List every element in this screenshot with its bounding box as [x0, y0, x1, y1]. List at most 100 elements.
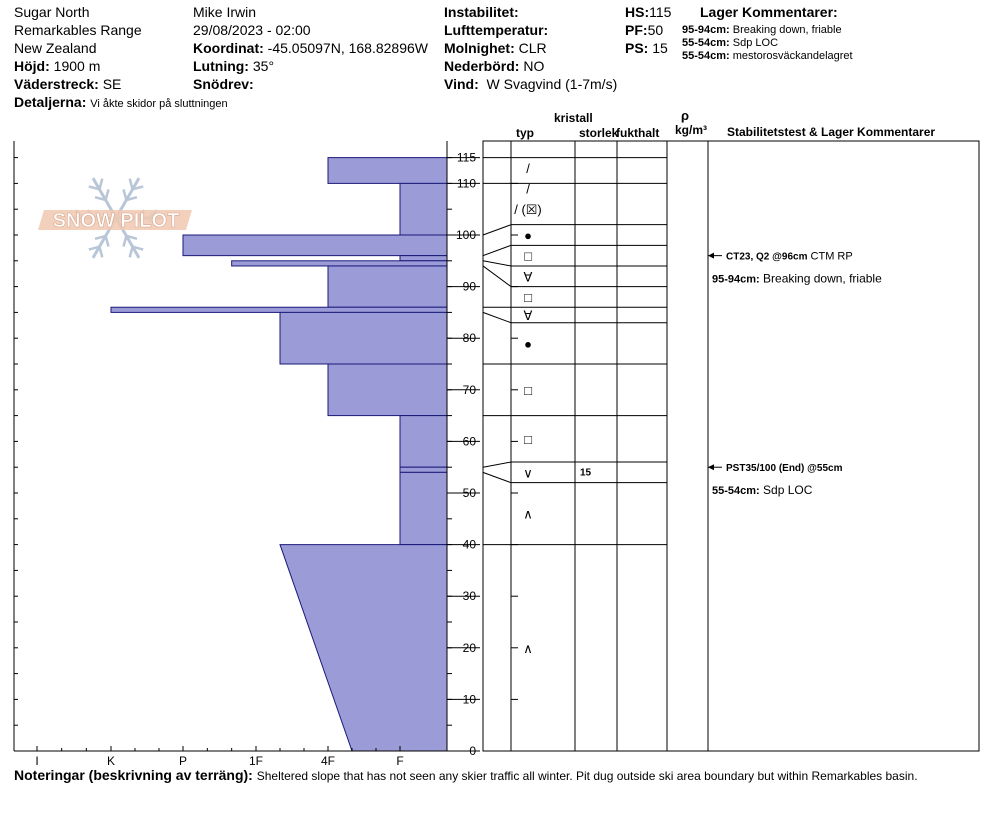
- ps-label: PS:: [625, 40, 649, 56]
- aspect: Väderstreck: SE: [14, 76, 121, 92]
- snowflake-branch: [126, 234, 138, 240]
- depth-tick-label: 80: [463, 331, 477, 345]
- depth-tick-label: 50: [463, 486, 477, 500]
- col-size: storlek: [579, 126, 619, 140]
- layer-comment: 95-94cm: Breaking down, friable: [682, 24, 842, 37]
- depth-tick-label: 20: [463, 641, 477, 655]
- crystal-symbol: ∨: [523, 465, 533, 480]
- crystal-symbol: ∧: [523, 641, 533, 656]
- coordinates: Koordinat: -45.05097N, 168.82896W: [193, 40, 428, 56]
- depth-tick-label: 100: [456, 228, 476, 242]
- notes: Noteringar (beskrivning av terräng): She…: [14, 767, 918, 784]
- precip-value: NO: [523, 58, 545, 74]
- hs: HS:115: [625, 4, 671, 20]
- snowflake-branch: [122, 189, 128, 201]
- col-moisture: fukthalt: [616, 126, 660, 140]
- details: Detaljerna: Vi åkte skidor på sluttninge…: [14, 94, 228, 111]
- hardness-layer: [399, 255, 448, 262]
- crystal-symbol: □: [524, 383, 532, 398]
- details-value: Vi åkte skidor på sluttningen: [90, 98, 228, 110]
- wind-label: Vind:: [444, 76, 479, 92]
- stability: Instabilitet:: [444, 4, 519, 20]
- sky-label: Molnighet:: [444, 40, 515, 56]
- layer-comment-text: mestorosväckandelagret: [732, 50, 853, 62]
- col-rho: ρ: [681, 108, 690, 123]
- hardness-tick-label: K: [107, 754, 115, 768]
- test-label: PST35/100 (End) @55cm: [726, 463, 843, 474]
- snowflake-branch: [132, 185, 144, 191]
- notes-label: Noteringar (beskrivning av terräng):: [14, 767, 253, 783]
- hardness-layer: [399, 182, 448, 236]
- wind-loading-label: Snödrev:: [193, 76, 254, 92]
- snowflake-branch: [94, 234, 106, 240]
- col-stability: Stabilitetstest & Lager Kommentarer: [727, 125, 936, 139]
- logo-text: SNOW PILOT: [53, 210, 180, 232]
- crystal-symbol: /: [526, 161, 530, 176]
- slope-value: 35°: [252, 58, 275, 74]
- hardness-tick-label: I: [35, 754, 38, 768]
- layer-comment-text: Breaking down, friable: [732, 24, 842, 36]
- notes-text: Sheltered slope that has not seen any sk…: [256, 769, 918, 783]
- depth-tick-label: 0: [469, 744, 476, 758]
- depth-tick-label: 30: [463, 589, 477, 603]
- crystal-symbol: ●: [524, 336, 532, 351]
- test-label: CT23, Q2 @96cm CTM RP: [726, 251, 853, 263]
- details-label: Detaljerna:: [14, 94, 87, 110]
- hardness-layer: [110, 306, 448, 313]
- snowflake-branch: [98, 246, 104, 258]
- range: Remarkables Range: [14, 22, 142, 38]
- pf: PF:50: [625, 22, 663, 38]
- layer-comment-range: 55-54cm:: [682, 50, 730, 62]
- hs-label: HS:: [625, 4, 650, 20]
- depth-tick-label: 60: [463, 434, 477, 448]
- depth-tick-label: 70: [463, 383, 477, 397]
- test-comment: 55-54cm: Sdp LOC: [712, 483, 813, 497]
- axes: 0 10 20 30 40 50 60 70 80 90 100 110 115 F 4F 1F P K I: [13, 141, 480, 768]
- hardness-tick-label: P: [179, 754, 187, 768]
- ps-value: 15: [652, 40, 668, 56]
- sky-value: CLR: [518, 40, 547, 56]
- layer-connector: [482, 311, 512, 324]
- layer-comment-range: 55-54cm:: [682, 37, 730, 49]
- observer: Mike Irwin: [193, 4, 257, 20]
- test-comment: 95-94cm: Breaking down, friable: [712, 272, 882, 286]
- crystal-symbol: □: [524, 432, 532, 447]
- col-crystal: kristall: [554, 111, 593, 125]
- pf-value: 50: [647, 22, 664, 38]
- snowflake-branch: [128, 246, 134, 258]
- layer-comment-range: 95-94cm:: [682, 24, 730, 36]
- depth-tick-label: 110: [457, 176, 476, 190]
- aspect-value: SE: [102, 76, 122, 92]
- snowflake-branch: [94, 196, 106, 202]
- elevation-value: 1900 m: [53, 58, 101, 74]
- snowflake-branch: [128, 178, 134, 190]
- air-temp-label: Lufttemperatur:: [444, 22, 549, 38]
- depth-tick-label: 10: [463, 692, 477, 706]
- pf-label: PF:: [625, 22, 648, 38]
- layer-connector: [482, 471, 512, 484]
- precipitation: Nederbörd: NO: [444, 58, 544, 74]
- snowpilot-logo: SNOW PILOT: [38, 177, 192, 259]
- hardness-tick-label: F: [396, 754, 403, 768]
- hardness-layer: [327, 363, 448, 417]
- slope-label: Lutning:: [193, 58, 249, 74]
- hardness-bars: [110, 157, 448, 752]
- hardness-layer: [279, 544, 448, 752]
- hardness-tick-label: 1F: [249, 754, 263, 768]
- grain-size: 15: [580, 467, 592, 478]
- location: Sugar North: [14, 4, 90, 20]
- depth-tick-label: 90: [463, 280, 477, 294]
- crystal-symbol: /: [526, 182, 530, 197]
- elevation: Höjd: 1900 m: [14, 58, 100, 74]
- layer-columns: / / / (☒) ● □ ∀ □ ∀ ● □ □ ∨ ∧ ∧ 15 CT23, Q2 @96cm CTM R…: [482, 140, 980, 752]
- coord-label: Koordinat:: [193, 40, 264, 56]
- hardness-layer: [399, 415, 448, 468]
- snowflake-branch: [126, 196, 138, 202]
- test-arrow-head: [708, 464, 714, 471]
- layer-connector: [482, 244, 512, 257]
- country: New Zealand: [14, 40, 97, 56]
- logo-banner: [38, 210, 192, 230]
- snowflake-branch: [88, 245, 100, 251]
- hardness-layer: [327, 265, 448, 308]
